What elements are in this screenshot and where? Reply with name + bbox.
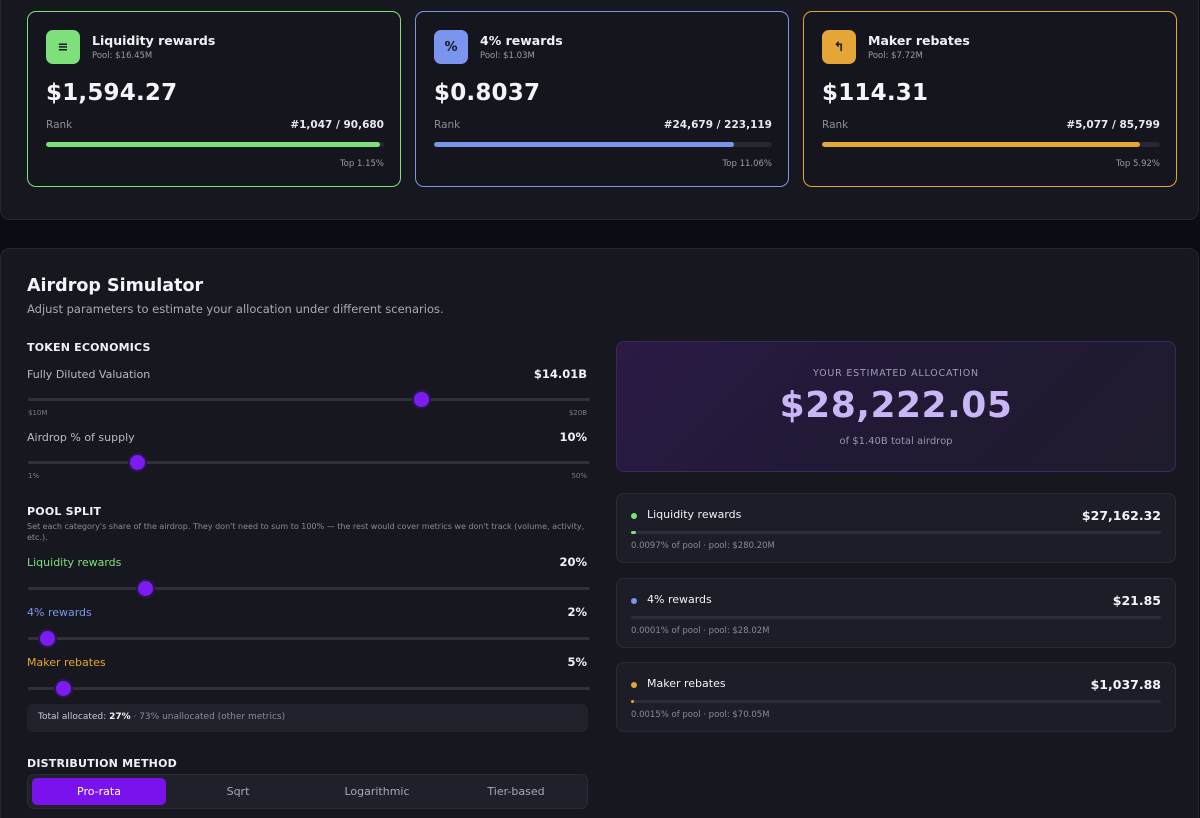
card-title: Maker rebates xyxy=(868,33,970,48)
liquidity-split-label: Liquidity rewards xyxy=(27,556,122,569)
rank-progress-bar xyxy=(434,142,772,147)
return-arrow-icon: ↰ xyxy=(822,30,856,64)
liquidity-split-slider-thumb[interactable] xyxy=(137,581,153,596)
fdv-min-label: $10M xyxy=(28,409,48,417)
maker-breakdown-card: Maker rebates $1,037.88 0.0015% of pool … xyxy=(616,662,1176,732)
four-percent-rewards-card: % 4% rewards Pool: $1.03M $0.8037 Rank #… xyxy=(415,11,789,187)
card-title: Liquidity rewards xyxy=(92,33,216,48)
total-allocated-value: 27% xyxy=(109,712,131,722)
card-title: 4% rewards xyxy=(480,33,563,48)
breakdown-progress-fill xyxy=(631,700,634,703)
fdv-slider[interactable] xyxy=(28,392,590,407)
breakdown-value: $1,037.88 xyxy=(1090,677,1161,692)
maker-split-slider-thumb[interactable] xyxy=(55,681,71,696)
simulator-subtitle: Adjust parameters to estimate your alloc… xyxy=(27,302,444,316)
distribution-method-selector: Pro-rata Sqrt Logarithmic Tier-based xyxy=(27,774,588,809)
rank-label: Rank xyxy=(46,119,73,131)
top-percent: Top 11.06% xyxy=(722,159,772,169)
fdv-value: $14.01B xyxy=(533,367,587,381)
airdrop-supply-slider-thumb[interactable] xyxy=(130,455,146,470)
token-economics-heading: TOKEN ECONOMICS xyxy=(27,341,151,354)
airdrop-min-label: 1% xyxy=(28,472,40,480)
rank-progress-bar xyxy=(822,142,1160,147)
tier-based-option[interactable]: Tier-based xyxy=(487,785,545,798)
rewards-summary-panel: ≡ Liquidity rewards Pool: $16.45M $1,594… xyxy=(0,0,1199,220)
card-value: $0.8037 xyxy=(434,80,541,106)
breakdown-meta: 0.0001% of pool · pool: $28.02M xyxy=(631,626,770,636)
liquidity-rewards-card: ≡ Liquidity rewards Pool: $16.45M $1,594… xyxy=(27,11,401,187)
rank-value: #5,077 / 85,799 xyxy=(1066,119,1160,131)
breakdown-meta: 0.0097% of pool · pool: $280.20M xyxy=(631,541,775,551)
rank-value: #1,047 / 90,680 xyxy=(290,119,384,131)
fdv-label: Fully Diluted Valuation xyxy=(27,368,151,381)
estimated-allocation-label: YOUR ESTIMATED ALLOCATION xyxy=(813,368,979,379)
percent-icon: % xyxy=(434,30,468,64)
breakdown-progress-bar xyxy=(631,531,1161,534)
four-percent-split-slider-thumb[interactable] xyxy=(39,631,55,646)
liquidity-breakdown-card: Liquidity rewards $27,162.32 0.0097% of … xyxy=(616,493,1176,563)
top-percent: Top 5.92% xyxy=(1115,159,1160,169)
breakdown-value: $21.85 xyxy=(1112,593,1161,608)
unallocated-text: · 73% unallocated (other metrics) xyxy=(133,712,286,722)
airdrop-supply-slider[interactable] xyxy=(28,455,590,470)
liquidity-split-value: 20% xyxy=(559,555,587,569)
pool-split-note: Set each category's share of the airdrop… xyxy=(27,522,585,542)
pro-rata-option[interactable]: Pro-rata xyxy=(32,778,166,805)
pool-split-heading: POOL SPLIT xyxy=(27,505,102,518)
distribution-method-heading: DISTRIBUTION METHOD xyxy=(27,757,177,770)
maker-split-value: 5% xyxy=(567,655,587,669)
fdv-slider-thumb[interactable] xyxy=(414,392,430,407)
simulator-title: Airdrop Simulator xyxy=(27,276,204,296)
card-value: $1,594.27 xyxy=(46,80,178,106)
maker-split-slider[interactable] xyxy=(28,681,590,696)
breakdown-progress-fill xyxy=(631,531,636,534)
rank-progress-bar xyxy=(46,142,384,147)
sqrt-option[interactable]: Sqrt xyxy=(226,785,250,798)
card-value: $114.31 xyxy=(822,80,929,106)
status-dot-icon xyxy=(631,513,637,519)
fdv-max-label: $20B xyxy=(568,409,587,417)
airdrop-simulator-panel: Airdrop Simulator Adjust parameters to e… xyxy=(0,248,1199,818)
card-pool: Pool: $7.72M xyxy=(868,51,923,61)
breakdown-name: 4% rewards xyxy=(647,593,712,606)
rank-label: Rank xyxy=(822,119,849,131)
airdrop-max-label: 50% xyxy=(571,472,587,480)
rank-progress-fill xyxy=(822,142,1141,147)
maker-rebates-card: ↰ Maker rebates Pool: $7.72M $114.31 Ran… xyxy=(803,11,1177,187)
airdrop-supply-value: 10% xyxy=(559,430,587,444)
rank-value: #24,679 / 223,119 xyxy=(663,119,772,131)
breakdown-progress-bar xyxy=(631,700,1161,703)
top-percent: Top 1.15% xyxy=(339,159,384,169)
four-percent-split-label: 4% rewards xyxy=(27,606,92,619)
breakdown-value: $27,162.32 xyxy=(1081,508,1161,523)
logarithmic-option[interactable]: Logarithmic xyxy=(344,785,410,798)
estimated-allocation-box: YOUR ESTIMATED ALLOCATION $28,222.05 of … xyxy=(616,341,1176,472)
total-allocated-summary: Total allocated: 27% · 73% unallocated (… xyxy=(27,704,588,732)
breakdown-name: Liquidity rewards xyxy=(647,508,742,521)
card-pool: Pool: $1.03M xyxy=(480,51,535,61)
airdrop-supply-label: Airdrop % of supply xyxy=(27,431,135,444)
four-percent-split-slider[interactable] xyxy=(28,631,590,646)
status-dot-icon xyxy=(631,682,637,688)
rank-label: Rank xyxy=(434,119,461,131)
estimated-allocation-value: $28,222.05 xyxy=(779,385,1013,426)
rank-progress-fill xyxy=(434,142,735,147)
card-pool: Pool: $16.45M xyxy=(92,51,153,61)
total-allocated-label: Total allocated: xyxy=(38,712,107,722)
four-percent-breakdown-card: 4% rewards $21.85 0.0001% of pool · pool… xyxy=(616,578,1176,648)
breakdown-name: Maker rebates xyxy=(647,677,726,690)
status-dot-icon xyxy=(631,598,637,604)
rank-progress-fill xyxy=(46,142,380,147)
maker-split-label: Maker rebates xyxy=(27,656,106,669)
four-percent-split-value: 2% xyxy=(567,605,587,619)
list-lines-icon: ≡ xyxy=(46,30,80,64)
breakdown-meta: 0.0015% of pool · pool: $70.05M xyxy=(631,710,770,720)
total-airdrop-text: of $1.40B total airdrop xyxy=(839,436,953,447)
breakdown-progress-bar xyxy=(631,616,1161,619)
liquidity-split-slider[interactable] xyxy=(28,581,590,596)
